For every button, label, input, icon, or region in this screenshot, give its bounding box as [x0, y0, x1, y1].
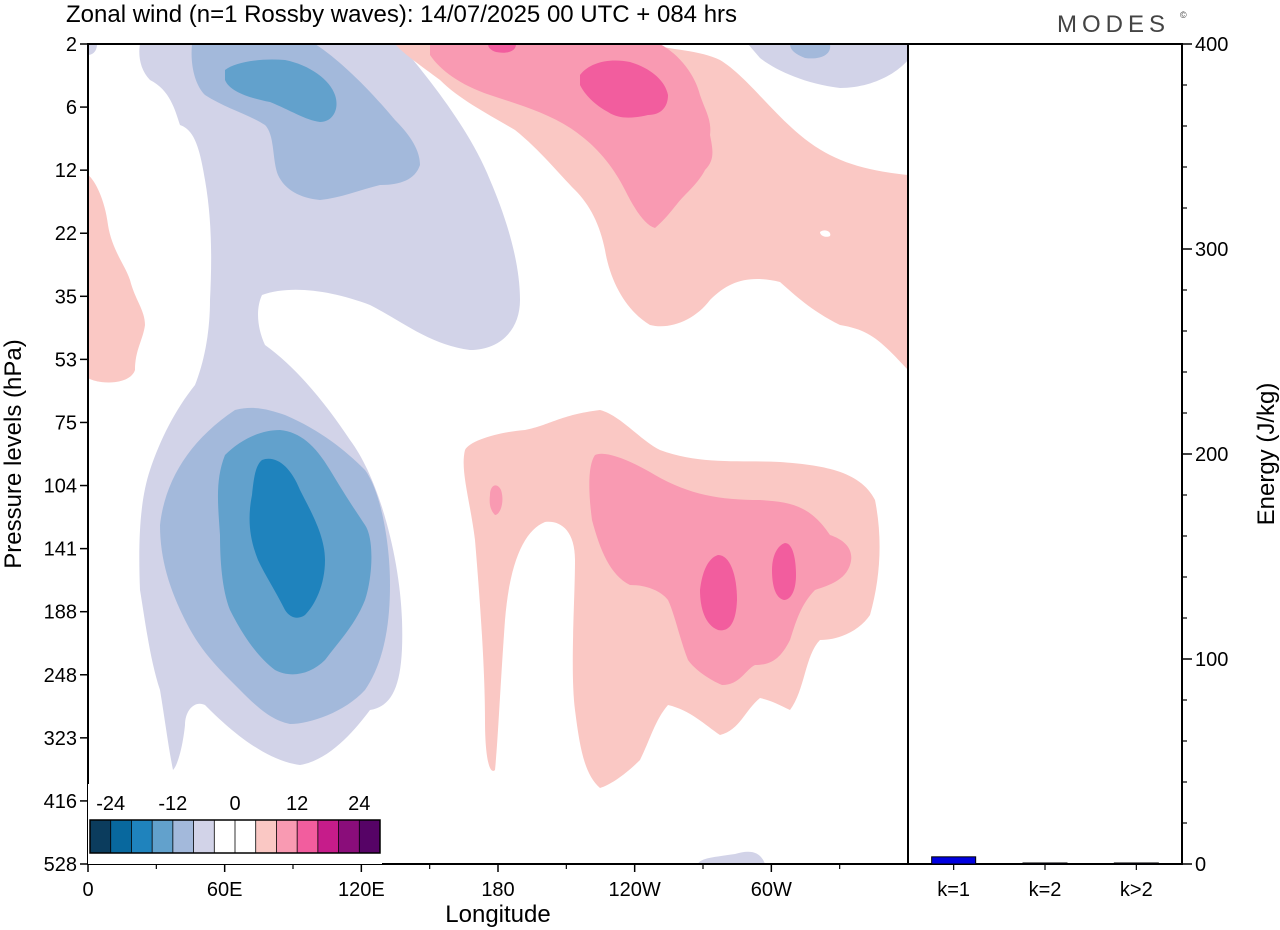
colorbar-swatch: [359, 820, 381, 853]
energy-axis: 0 100 200 300 400: [1182, 34, 1228, 876]
colorbar-swatch: [172, 820, 194, 853]
colorbar-swatch: [214, 820, 236, 853]
longitude-tick-label: 120W: [609, 879, 661, 901]
energy-bar: [1113, 862, 1159, 865]
longitude-tick-label: 0: [82, 879, 93, 901]
pressure-tick-label: 188: [44, 602, 77, 624]
longitude-tick-label: 180: [481, 879, 514, 901]
pressure-tick-label: 22: [55, 223, 77, 245]
contour-pos-dark-lower-a: [700, 555, 737, 631]
modes-logo: MODES ©: [1057, 10, 1187, 38]
logo-text: MODES: [1057, 11, 1170, 38]
contour-neg-dark-upper: [225, 59, 337, 122]
y-axis-title: Pressure levels (hPa): [0, 339, 27, 568]
contour-gap-small: [820, 230, 831, 237]
contour-pos-light-left: [88, 175, 145, 383]
pressure-tick-label: 6: [66, 97, 77, 119]
pressure-tick-label: 53: [55, 349, 77, 371]
colorbar-label: -24: [96, 793, 125, 815]
pressure-tick-label: 141: [44, 539, 77, 561]
chart-title: Zonal wind (n=1 Rossby waves): 14/07/202…: [66, 1, 737, 28]
colorbar-swatch: [276, 820, 298, 853]
energy-axis-title: Energy (J/kg): [1253, 383, 1280, 526]
energy-category-label: k>2: [1120, 879, 1153, 901]
colorbar-swatch: [193, 820, 215, 853]
contour-pos-medium-blob: [489, 485, 503, 515]
energy-category-label: k=1: [937, 879, 970, 901]
colorbar-swatch: [255, 820, 277, 853]
pressure-tick-label: 75: [55, 412, 77, 434]
colorbar-swatch: [317, 820, 339, 853]
energy-tick-label: 400: [1195, 34, 1228, 56]
pressure-tick-label: 12: [55, 160, 77, 182]
pressure-axis: 2 6 12 22 35 53 75 104 141 188 248 323 416 528: [44, 34, 88, 876]
colorbar-label: -12: [158, 793, 187, 815]
pressure-tick-label: 323: [44, 728, 77, 750]
pressure-tick-label: 248: [44, 665, 77, 687]
colorbar-swatch: [152, 820, 174, 853]
longitude-axis: 0 60E 120E 180 120W 60W: [82, 864, 841, 901]
colorbar-label: 24: [348, 793, 370, 815]
energy-category-label: k=2: [1029, 879, 1062, 901]
colorbar-swatch: [235, 820, 257, 853]
colorbar-swatch: [338, 820, 360, 853]
pressure-tick-label: 35: [55, 286, 77, 308]
pressure-tick-label: 416: [44, 791, 77, 813]
zonal-wind-heatmap: [88, 44, 908, 864]
energy-tick-label: 100: [1195, 649, 1228, 671]
colorbar-outline: [89, 819, 381, 854]
contour-neg-light-bottom: [698, 851, 765, 864]
pressure-tick-label: 2: [66, 34, 77, 56]
longitude-tick-label: 120E: [338, 879, 385, 901]
energy-bar: [1022, 862, 1068, 865]
contour-pos-dark-lower-b: [772, 543, 796, 600]
contour-neg-core: [249, 458, 325, 618]
longitude-tick-label: 60W: [751, 879, 792, 901]
contour-neg-medium-top-right: [790, 44, 831, 59]
x-axis-title: Longitude: [445, 901, 550, 928]
energy-frame: [907, 43, 1183, 865]
energy-bars: k=1 k=2 k>2: [931, 856, 1159, 901]
contour-neg-light-corner: [88, 44, 97, 55]
colorbar-swatch: [131, 820, 153, 853]
longitude-tick-label: 60E: [207, 879, 243, 901]
energy-bar: [931, 856, 977, 865]
colorbar: -24 -12 0 12 24: [88, 784, 382, 864]
contour-pos-dark-upper: [580, 60, 668, 118]
contour-neg-light-top-right: [748, 44, 908, 88]
colorbar-swatch: [110, 820, 132, 853]
colorbar-label: 0: [229, 793, 240, 815]
energy-tick-label: 300: [1195, 239, 1228, 261]
energy-tick-label: 0: [1195, 854, 1206, 876]
colorbar-label: 12: [286, 793, 308, 815]
energy-tick-label: 200: [1195, 444, 1228, 466]
colorbar-swatch: [90, 820, 112, 853]
colorbar-swatch: [297, 820, 319, 853]
contour-pos-dark-top-edge: [488, 44, 516, 53]
logo-mark: ©: [1180, 10, 1187, 20]
pressure-tick-label: 528: [44, 854, 77, 876]
pressure-tick-label: 104: [44, 476, 77, 498]
